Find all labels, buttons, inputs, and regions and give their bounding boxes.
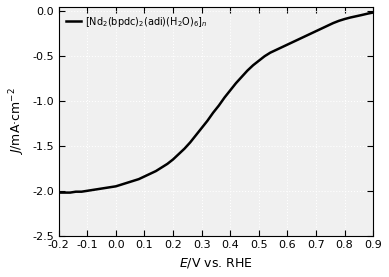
Legend: [Nd$_2$(bpdc)$_2$(adi)(H$_2$O)$_6$]$_n$: [Nd$_2$(bpdc)$_2$(adi)(H$_2$O)$_6$]$_n$ <box>63 12 210 32</box>
[Nd$_2$(bpdc)$_2$(adi)(H$_2$O)$_6$]$_n$ <box>234 81 238 85</box>
[Nd$_2$(bpdc)$_2$(adi)(H$_2$O)$_6$]$_n$ <box>251 64 256 67</box>
[Nd$_2$(bpdc)$_2$(adi)(H$_2$O)$_6$]$_n$ <box>296 38 301 41</box>
[Nd$_2$(bpdc)$_2$(adi)(H$_2$O)$_6$]$_n$ <box>371 11 375 14</box>
[Nd$_2$(bpdc)$_2$(adi)(H$_2$O)$_6$]$_n$ <box>56 191 61 194</box>
[Nd$_2$(bpdc)$_2$(adi)(H$_2$O)$_6$]$_n$ <box>171 158 175 161</box>
X-axis label: $E$/V vs. RHE: $E$/V vs. RHE <box>179 256 253 270</box>
[Nd$_2$(bpdc)$_2$(adi)(H$_2$O)$_6$]$_n$ <box>262 55 267 58</box>
[Nd$_2$(bpdc)$_2$(adi)(H$_2$O)$_6$]$_n$ <box>62 191 67 194</box>
Y-axis label: $J$/mA·cm$^{-2}$: $J$/mA·cm$^{-2}$ <box>7 88 26 155</box>
Line: [Nd$_2$(bpdc)$_2$(adi)(H$_2$O)$_6$]$_n$: [Nd$_2$(bpdc)$_2$(adi)(H$_2$O)$_6$]$_n$ <box>59 12 373 193</box>
